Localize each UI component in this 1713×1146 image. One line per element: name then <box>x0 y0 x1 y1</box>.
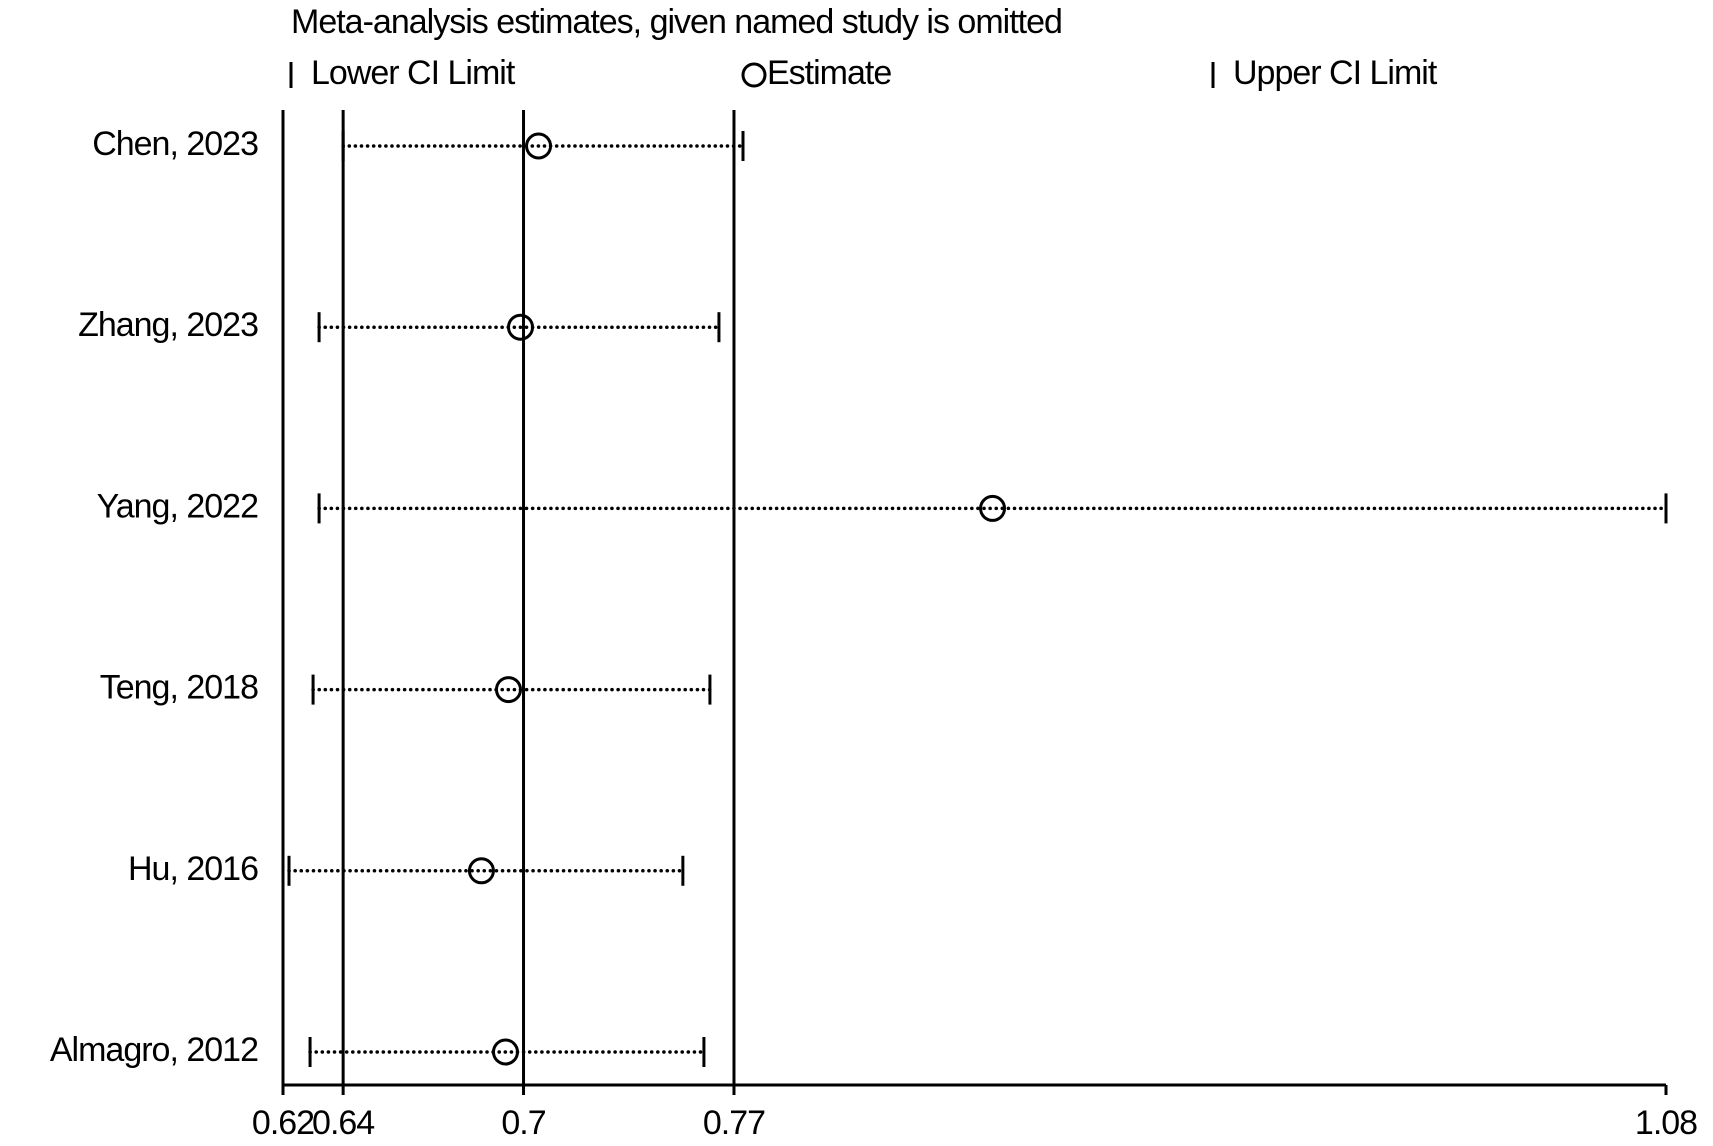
estimate-marker <box>507 313 535 341</box>
x-tick-label: 0.64 <box>312 1104 374 1142</box>
y-tick-label: Chen, 2023 <box>92 125 258 163</box>
x-tick-label: 1.08 <box>1635 1104 1697 1142</box>
y-tick-label: Zhang, 2023 <box>78 306 258 344</box>
x-tick-label: 0.7 <box>501 1104 545 1142</box>
legend-label: Lower CI Limit <box>311 54 516 92</box>
y-tick-label: Hu, 2016 <box>128 850 258 888</box>
legend-marker <box>741 62 767 88</box>
estimate-marker <box>467 857 495 885</box>
x-tick-label: 0.77 <box>703 1104 765 1142</box>
legend-label: Estimate <box>767 54 891 92</box>
estimate-marker <box>491 1038 519 1066</box>
chart-title: Meta-analysis estimates, given named stu… <box>291 3 1062 41</box>
estimate-marker <box>525 132 553 160</box>
y-tick-label: Yang, 2022 <box>97 487 259 525</box>
y-tick-label: Teng, 2018 <box>100 669 258 707</box>
estimate-marker <box>494 676 522 704</box>
y-tick-label: Almagro, 2012 <box>50 1031 258 1069</box>
estimate-marker <box>979 494 1007 522</box>
legend-label: Upper CI Limit <box>1233 54 1438 92</box>
x-tick-label: 0.62 <box>252 1104 314 1142</box>
